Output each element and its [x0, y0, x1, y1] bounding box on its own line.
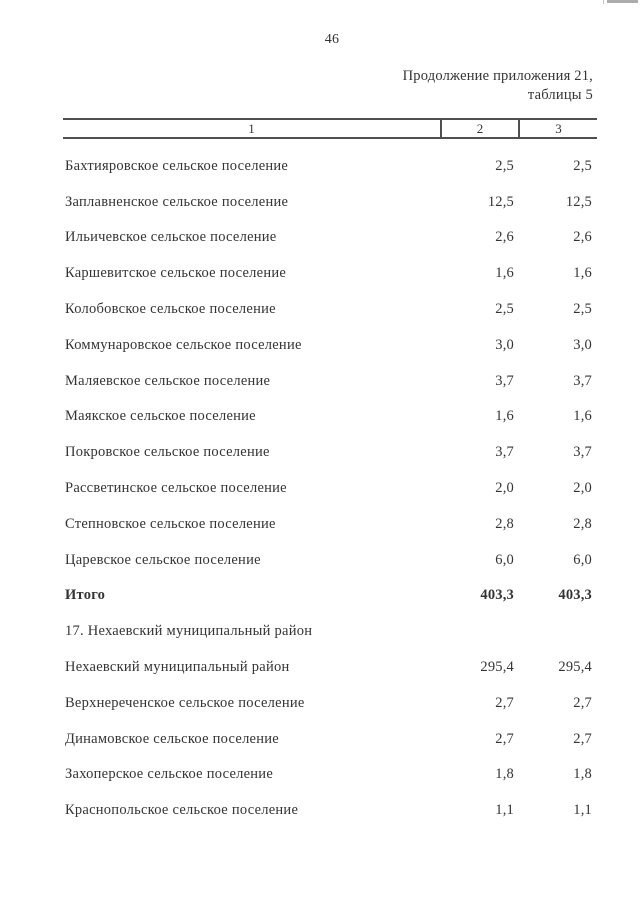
row-value-col2: 2,0	[495, 479, 514, 496]
row-value-col2: 1,6	[495, 408, 514, 425]
table-row: Коммунаровское сельское поселение 3,0 3,0	[63, 318, 597, 354]
table-header-col2: 2	[440, 120, 518, 137]
table-row: Краснопольское сельское поселение 1,1 1,1	[63, 783, 597, 819]
row-name-cell: Рассветинское сельское поселение	[65, 479, 287, 496]
row-value-col3: 2,6	[573, 229, 592, 246]
table-row: Динамовское сельское поселение 2,7 2,7	[63, 712, 597, 748]
row-name-cell: Коммунаровское сельское поселение	[65, 336, 302, 353]
continuation-note: Продолжение приложения 21, таблицы 5	[403, 67, 593, 105]
row-value-col2: 2,8	[495, 515, 514, 532]
table-row: Ильичевское сельское поселение 2,6 2,6	[63, 211, 597, 247]
scan-artifact	[607, 0, 638, 3]
row-name-cell: Маляевское сельское поселение	[65, 372, 271, 389]
table-row: Колобовское сельское поселение 2,5 2,5	[63, 282, 597, 318]
row-name-cell: Динамовское сельское поселение	[65, 730, 279, 747]
row-value-col3: 3,0	[573, 336, 592, 353]
row-value-col3: 3,7	[573, 372, 592, 389]
row-name-cell: Итого	[65, 587, 106, 604]
table-row: Нехаевский муниципальный район 295,4 295,4	[63, 640, 597, 676]
row-value-col2: 2,6	[495, 229, 514, 246]
row-name-cell: Покровское сельское поселение	[65, 444, 270, 461]
row-value-col3	[518, 639, 597, 640]
row-value-col3: 2,7	[573, 694, 592, 711]
row-value-col2: 2,5	[495, 157, 514, 174]
row-name-cell: Ильичевское сельское поселение	[65, 229, 277, 246]
table-row: Степновское сельское поселение 2,8 2,8	[63, 497, 597, 533]
row-value-col2: 3,7	[495, 372, 514, 389]
row-name-cell: Степновское сельское поселение	[65, 515, 276, 532]
row-value-col2	[440, 639, 518, 640]
page-number: 46	[324, 32, 340, 47]
row-name-cell: 17. Нехаевский муниципальный район	[65, 623, 313, 640]
row-name-cell: Царевское сельское поселение	[65, 551, 261, 568]
continuation-line-1: Продолжение приложения 21,	[402, 68, 593, 84]
row-name-cell: Краснопольское сельское поселение	[65, 802, 299, 819]
row-value-col2: 1,6	[495, 265, 514, 282]
row-name-cell: Колобовское сельское поселение	[65, 300, 276, 317]
table-row: Итого 403,3 403,3	[63, 569, 597, 605]
row-value-col3: 1,6	[573, 265, 592, 282]
table-row: 17. Нехаевский муниципальный район	[63, 604, 597, 640]
scan-artifact-tick	[603, 0, 604, 4]
table-header-col1: 1	[248, 121, 255, 136]
row-name-cell: Бахтияровское сельское поселение	[65, 157, 289, 174]
row-value-col3: 403,3	[558, 587, 592, 604]
row-value-col2: 2,7	[495, 730, 514, 747]
table-row: Заплавненское сельское поселение 12,5 12,5	[63, 175, 597, 211]
table-row: Рассветинское сельское поселение 2,0 2,0	[63, 461, 597, 497]
table-row: Покровское сельское поселение 3,7 3,7	[63, 425, 597, 461]
table-row: Маякское сельское поселение 1,6 1,6	[63, 390, 597, 426]
row-name-cell: Маякское сельское поселение	[65, 408, 256, 425]
table-row: Бахтияровское сельское поселение 2,5 2,5	[63, 139, 597, 175]
row-value-col2: 1,8	[495, 766, 514, 783]
row-value-col3: 6,0	[573, 551, 592, 568]
row-name-cell: Заплавненское сельское поселение	[65, 193, 289, 210]
row-name-cell: Нехаевский муниципальный район	[65, 658, 290, 675]
row-value-col2: 3,7	[495, 444, 514, 461]
row-value-col3: 3,7	[573, 444, 592, 461]
table-header-col3: 3	[518, 120, 597, 137]
row-name-cell: Захоперское сельское поселение	[65, 766, 274, 783]
continuation-line-2: таблицы 5	[527, 87, 593, 103]
row-value-col3: 2,0	[573, 479, 592, 496]
row-value-col3: 1,1	[573, 802, 592, 819]
row-name-cell: Верхнереченское сельское поселение	[65, 694, 305, 711]
table-row: Захоперское сельское поселение 1,8 1,8	[63, 748, 597, 784]
row-value-col3: 12,5	[565, 193, 592, 210]
row-value-col2: 295,4	[480, 658, 514, 675]
row-value-col3: 1,6	[573, 408, 592, 425]
row-value-col2: 6,0	[495, 551, 514, 568]
row-value-col2: 2,5	[495, 300, 514, 317]
row-value-col3: 2,8	[573, 515, 592, 532]
row-value-col2: 12,5	[487, 193, 514, 210]
row-value-col3: 2,5	[573, 300, 592, 317]
row-name-cell: Каршевитское сельское поселение	[65, 265, 287, 282]
table-row: Маляевское сельское поселение 3,7 3,7	[63, 354, 597, 390]
row-value-col2: 403,3	[480, 587, 514, 604]
row-value-col3: 1,8	[573, 766, 592, 783]
table-row: Царевское сельское поселение 6,0 6,0	[63, 533, 597, 569]
table-body: Бахтияровское сельское поселение 2,5 2,5 За…	[63, 139, 597, 819]
table-header-row: 1 2 3	[63, 118, 597, 139]
row-value-col2: 1,1	[495, 802, 514, 819]
row-value-col3: 2,7	[573, 730, 592, 747]
row-value-col2: 3,0	[495, 336, 514, 353]
row-value-col3: 2,5	[573, 157, 592, 174]
row-value-col2: 2,7	[495, 694, 514, 711]
table-row: Верхнереченское сельское поселение 2,7 2,7	[63, 676, 597, 712]
settlements-table: 1 2 3 Бахтияровское сельское поселение 2,…	[63, 118, 597, 819]
table-row: Каршевитское сельское поселение 1,6 1,6	[63, 246, 597, 282]
row-value-col3: 295,4	[558, 658, 592, 675]
